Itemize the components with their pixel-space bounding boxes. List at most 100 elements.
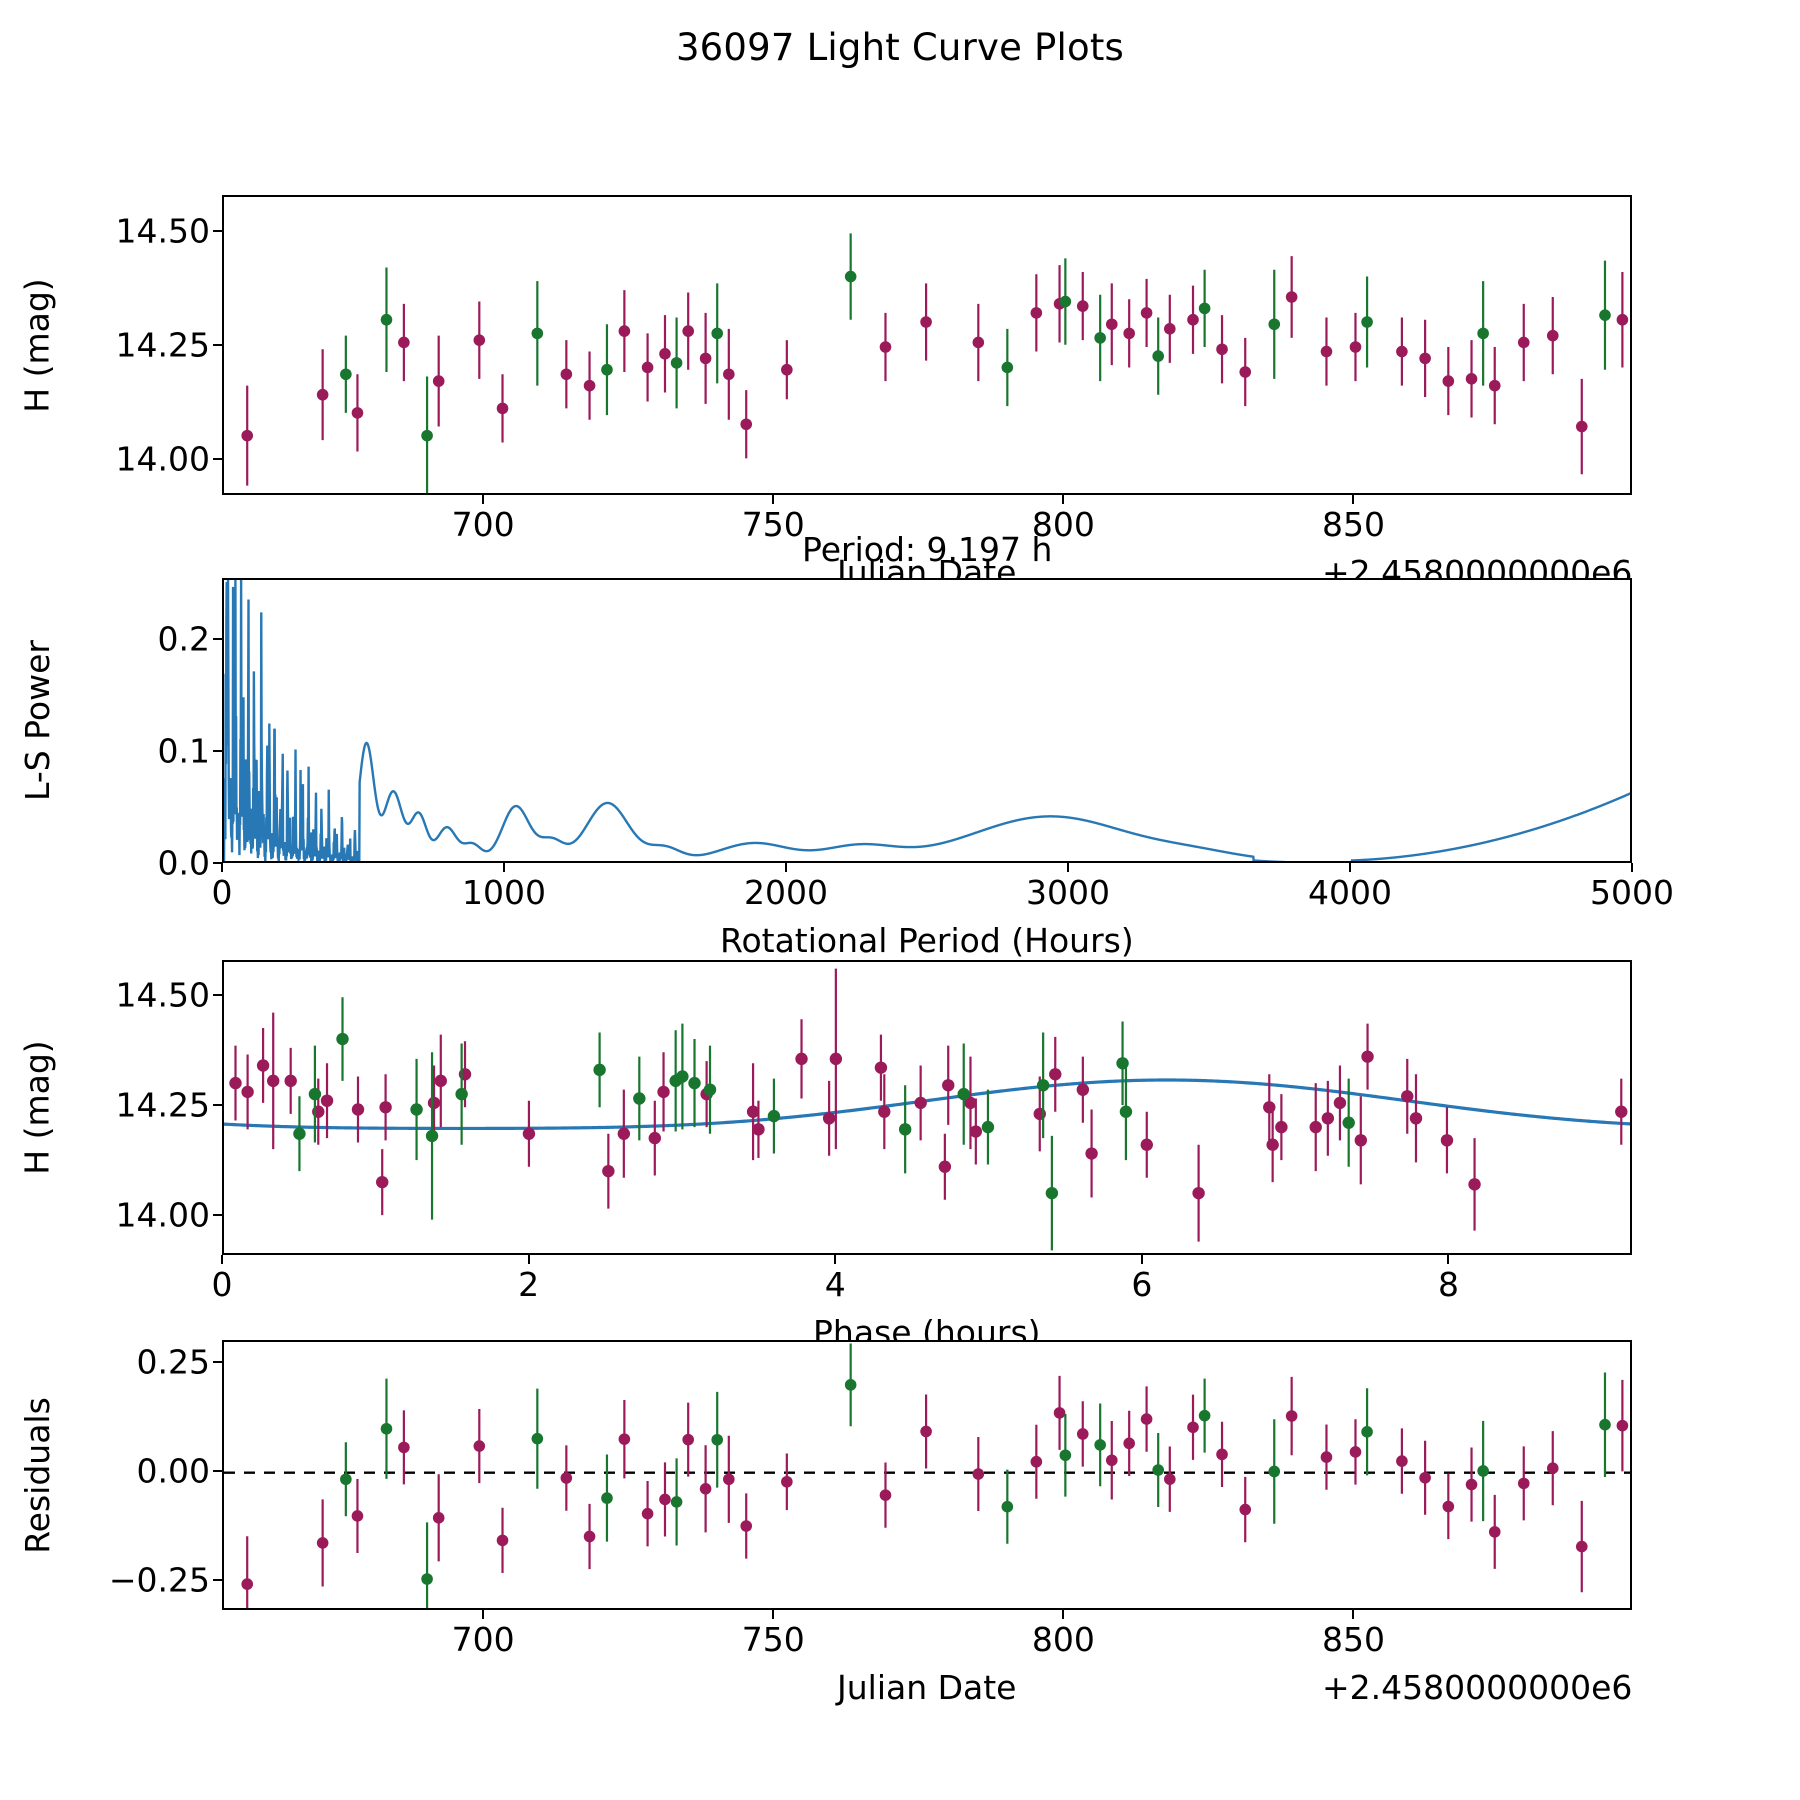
data-point [1442, 1500, 1455, 1513]
data-point [1546, 329, 1559, 342]
tick-mark [834, 1255, 837, 1264]
data-point [699, 352, 712, 365]
tick-mark [1352, 495, 1355, 504]
data-point [379, 1101, 392, 1114]
data-point [972, 336, 985, 349]
data-point [1198, 302, 1211, 315]
data-point [531, 327, 544, 340]
data-point [284, 1074, 297, 1088]
residuals-ylabel: Residuals [17, 1396, 57, 1554]
data-point [1123, 1437, 1135, 1450]
data-point [1164, 323, 1176, 335]
periodogram-plot [224, 580, 1630, 861]
data-point [740, 418, 753, 431]
data-point [1321, 1112, 1335, 1125]
data-point [920, 1425, 932, 1438]
data-point [560, 1472, 573, 1484]
data-point [1192, 1186, 1205, 1200]
data-point [659, 1493, 671, 1506]
ax2-xtick-label: 5000 [1590, 873, 1674, 912]
data-point [829, 1052, 843, 1066]
tick-mark [527, 1255, 530, 1264]
data-point [320, 1094, 334, 1107]
data-point [531, 1432, 544, 1445]
data-point [1517, 336, 1530, 349]
data-point [229, 1076, 242, 1090]
data-point [1187, 1421, 1199, 1434]
data-point [241, 1085, 254, 1099]
data-point [682, 325, 694, 337]
data-point [1105, 1454, 1118, 1467]
ax3-xtick-label: 6 [1131, 1265, 1153, 1304]
data-point [293, 1127, 306, 1140]
data-point [1396, 345, 1408, 358]
tick-mark [1140, 1255, 1143, 1264]
data-point [601, 1492, 613, 1504]
ax4-ytick-label: 0.25 [136, 1342, 210, 1382]
phase-folded-axes [222, 960, 1632, 1255]
data-point [938, 1160, 952, 1173]
tick-mark [785, 863, 787, 872]
data-point [351, 407, 364, 419]
data-point [316, 1537, 329, 1549]
data-point [957, 1087, 970, 1101]
data-point [1488, 379, 1501, 392]
periodogram-ylabel: L-S Power [17, 640, 57, 801]
data-point [316, 388, 329, 401]
data-point [1152, 350, 1164, 362]
ax1-xtick-label: 750 [741, 505, 805, 544]
data-point [1198, 1409, 1211, 1422]
data-point [659, 348, 671, 360]
data-point [1059, 295, 1072, 308]
data-point [1349, 341, 1362, 353]
lightcurve-jd-plot [241, 233, 1629, 493]
residuals-xlabel: Julian Date [837, 1668, 1017, 1707]
data-point [1119, 1105, 1133, 1118]
tick-mark [213, 994, 222, 997]
data-point [723, 1473, 735, 1486]
data-point [241, 1578, 254, 1590]
data-point [1477, 1465, 1489, 1477]
data-point [844, 1379, 857, 1391]
tick-mark [213, 750, 222, 753]
tick-mark [213, 1104, 222, 1107]
data-point [1123, 327, 1135, 340]
data-point [746, 1105, 760, 1118]
data-point [781, 363, 793, 376]
data-point [781, 1475, 793, 1488]
data-point [633, 1092, 646, 1105]
data-point [879, 1489, 892, 1501]
data-point [473, 334, 486, 346]
periodogram-xlabel: Rotational Period (Hours) [720, 921, 1134, 960]
data-point [1164, 1473, 1176, 1485]
data-point [1045, 1186, 1059, 1200]
data-point [1239, 366, 1252, 378]
data-point [455, 1087, 468, 1101]
data-point [711, 1433, 724, 1446]
tick-mark [1062, 495, 1065, 504]
data-point [1076, 1428, 1089, 1440]
data-point [898, 1123, 912, 1136]
data-point [1187, 313, 1199, 326]
data-point [1517, 1477, 1530, 1490]
tick-mark [213, 457, 222, 460]
data-point [1059, 1449, 1072, 1462]
ax2-ytick-label: 0.1 [157, 731, 210, 771]
ax4-ytick-label: −0.25 [108, 1560, 210, 1600]
data-point [1599, 1418, 1611, 1431]
tick-mark [213, 638, 222, 641]
data-point [1239, 1503, 1252, 1516]
data-point [1575, 420, 1588, 433]
tick-mark [213, 1469, 222, 1472]
data-point [711, 327, 724, 340]
residuals-plot [224, 1343, 1630, 1608]
data-point [1001, 361, 1014, 374]
data-point [1465, 1478, 1478, 1491]
tick-mark [213, 230, 222, 233]
lightcurve-jd-ylabel: H (mag) [17, 277, 57, 413]
data-point [1599, 309, 1611, 321]
ax1-ytick-label: 14.00 [115, 439, 210, 479]
ax2-ytick-label: 0.2 [157, 619, 210, 659]
data-point [670, 357, 683, 369]
